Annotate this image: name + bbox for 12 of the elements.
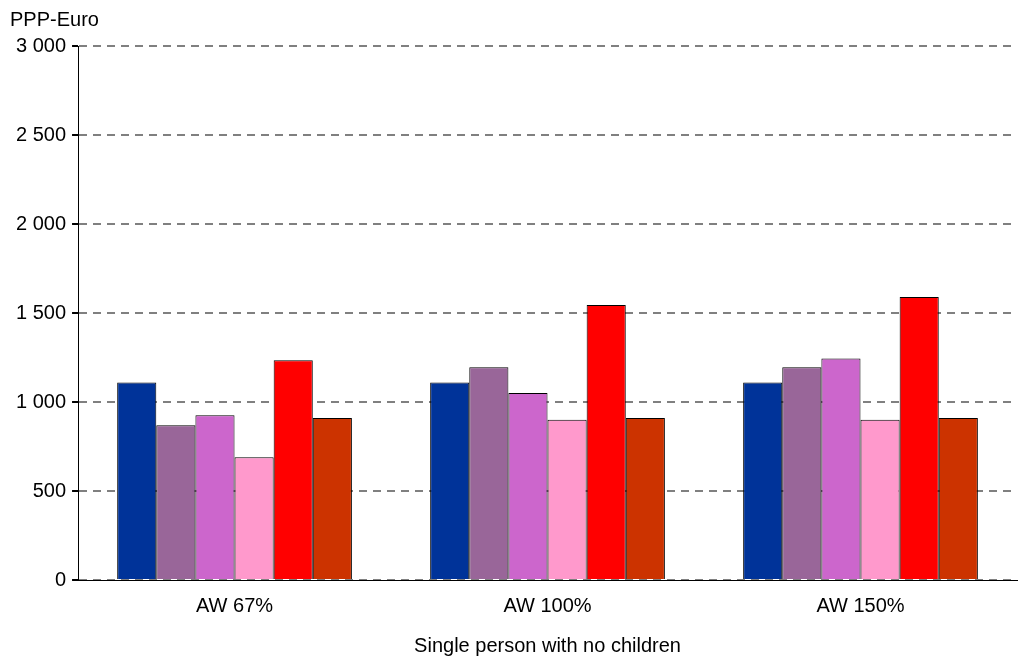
x-tick-label: AW 67%	[196, 593, 274, 616]
y-axis-title: PPP-Euro	[10, 7, 99, 30]
y-tick-label: 1 500	[15, 300, 67, 323]
y-tick-label: 3 000	[15, 33, 67, 56]
y-tick-label: 1 000	[15, 389, 67, 412]
x-axis-title: Single person with no children	[414, 633, 681, 656]
x-tick-label: AW 100%	[503, 593, 592, 616]
y-tick-label: 2 000	[15, 211, 67, 234]
y-tick-label: 2 500	[15, 122, 67, 145]
y-tick-label: 0	[54, 567, 67, 590]
x-tick-label: AW 150%	[816, 593, 905, 616]
y-tick-label: 500	[32, 478, 67, 501]
